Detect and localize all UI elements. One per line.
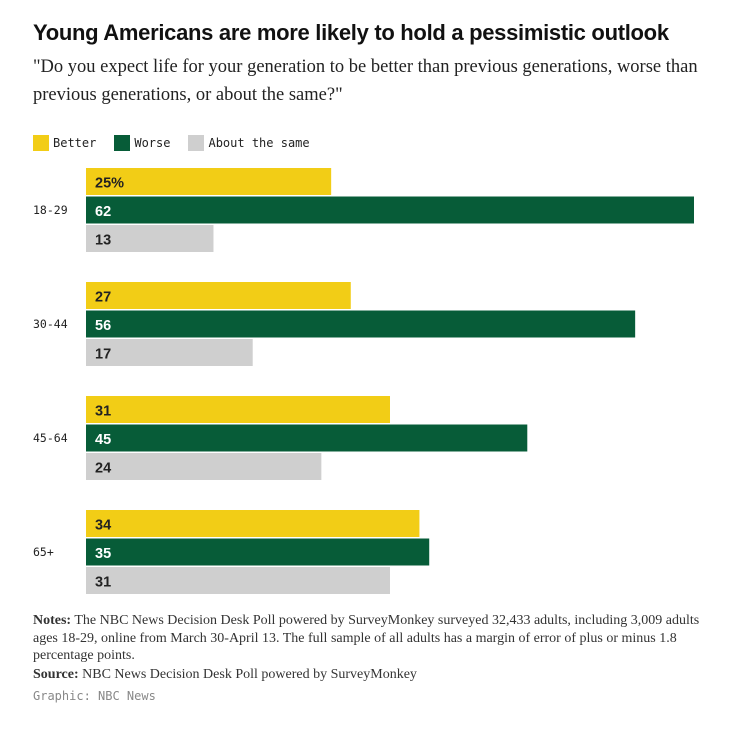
- bar-worse-30-44: [86, 310, 636, 338]
- bar-worse-18-29: [86, 196, 694, 224]
- category-label-65+: 65+: [33, 545, 54, 559]
- bar-same-30-44: [86, 339, 253, 366]
- bar-better-18-29: [86, 168, 332, 195]
- notes: Notes: The NBC News Decision Desk Poll p…: [33, 612, 713, 665]
- legend-label-same: About the same: [208, 136, 310, 150]
- source-label: Source:: [33, 667, 79, 682]
- data-label-worse-30-44: 56: [95, 318, 111, 334]
- bar-worse-65+: [86, 538, 430, 566]
- legend-label-worse: Worse: [134, 136, 171, 150]
- data-label-better-45-64: 31: [95, 404, 111, 420]
- data-label-same-18-29: 13: [95, 233, 111, 249]
- data-label-same-45-64: 24: [95, 461, 111, 477]
- data-label-better-65+: 34: [95, 518, 111, 534]
- bar-same-45-64: [86, 453, 322, 480]
- category-label-18-29: 18-29: [33, 203, 68, 217]
- bar-better-45-64: [86, 396, 390, 423]
- bar-chart: 18-29 25% 62 13 30-44 27 56 17 45-64 31 45 24 65+ 34 3…: [33, 168, 694, 594]
- legend-swatch-same: [188, 135, 205, 151]
- legend-label-better: Better: [53, 136, 97, 150]
- data-label-same-30-44: 17: [95, 347, 111, 363]
- data-label-worse-45-64: 45: [95, 432, 111, 448]
- source-text: NBC News Decision Desk Poll powered by S…: [82, 667, 417, 682]
- source: Source: NBC News Decision Desk Poll powe…: [33, 667, 713, 683]
- graphic-credit: Graphic: NBC News: [33, 689, 156, 703]
- legend-swatch-better: [33, 135, 49, 151]
- data-label-better-30-44: 27: [95, 290, 111, 306]
- bar-worse-45-64: [86, 424, 528, 452]
- legend-item-same: About the same: [188, 135, 310, 151]
- data-label-worse-18-29: 62: [95, 204, 111, 220]
- legend-item-better: Better: [33, 135, 96, 151]
- data-label-better-18-29: 25%: [95, 176, 124, 192]
- chart-subtitle: "Do you expect life for your generation …: [33, 57, 698, 105]
- category-label-45-64: 45-64: [33, 431, 68, 445]
- legend-swatch-worse: [114, 135, 131, 151]
- data-label-same-65+: 31: [95, 575, 111, 591]
- bar-better-65+: [86, 510, 420, 537]
- notes-label: Notes:: [33, 613, 72, 628]
- bar-same-65+: [86, 567, 390, 594]
- category-label-30-44: 30-44: [33, 317, 68, 331]
- bar-better-30-44: [86, 282, 351, 309]
- legend-item-worse: Worse: [114, 135, 170, 151]
- data-label-worse-65+: 35: [95, 546, 111, 562]
- bar-same-18-29: [86, 225, 214, 252]
- notes-text: The NBC News Decision Desk Poll powered …: [33, 613, 700, 663]
- chart-title: Young Americans are more likely to hold …: [33, 20, 669, 45]
- legend: Better Worse About the same: [33, 134, 328, 152]
